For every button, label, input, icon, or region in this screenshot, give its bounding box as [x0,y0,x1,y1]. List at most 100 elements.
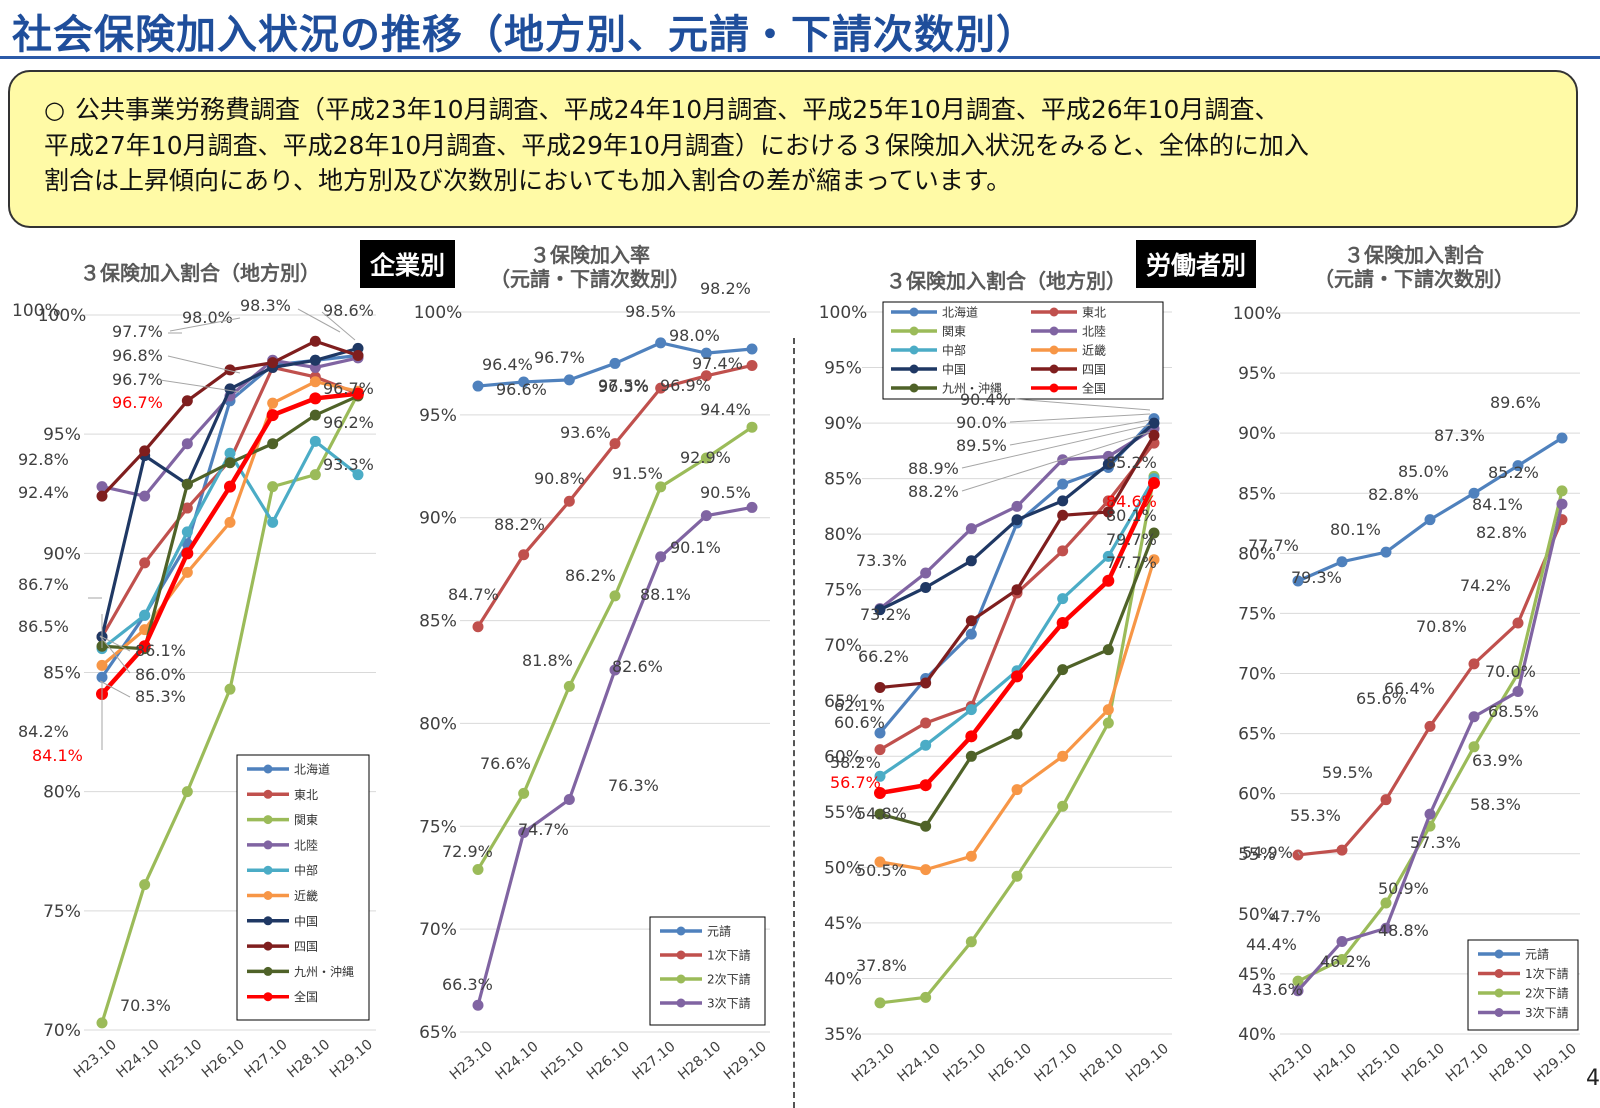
y-tick-label: 100% [38,306,87,326]
data-label: 62.1% [834,696,885,715]
legend-marker [1049,307,1059,317]
legend-label: 3次下請 [707,997,751,1011]
chart-title: ３保険加入割合（地方別） [80,261,320,285]
legend-marker [1049,364,1059,374]
x-tick-label: H26.10 [986,1041,1035,1086]
label-leader [961,424,1151,469]
label-leader [961,431,1151,492]
data-label: 88.2% [908,482,959,501]
y-tick-label: 70% [419,920,457,940]
data-point [1102,495,1114,507]
x-tick-label: H25.10 [940,1041,989,1086]
data-point [1011,500,1023,512]
data-point [563,794,575,806]
data-label: 74.2% [1460,576,1511,595]
x-tick-label: H29.10 [721,1039,770,1084]
data-point [965,628,977,640]
data-label: 96.2% [323,413,374,432]
data-point [920,739,932,751]
data-point [965,523,977,535]
data-point [965,750,977,762]
data-label: 98.6% [323,301,374,320]
data-point [1292,985,1304,997]
data-point [1057,545,1069,557]
data-label: 98.0% [182,308,233,327]
data-point [1148,417,1160,429]
summary-line-3: 割合は上昇傾向にあり、地方別及び次数別においても加入割合の差が縮まっています。 [44,166,1012,195]
y-tick-label: 75% [43,902,81,922]
y-tick-label: 100% [819,303,868,323]
data-point [181,438,193,450]
page-number: 4 [1586,1066,1600,1091]
data-label: 86.0% [135,665,186,684]
legend-label: 2次下請 [1525,987,1569,1001]
legend-label: 九州・沖縄 [942,381,1002,396]
data-label: 58.2% [830,753,881,772]
y-tick-label: 75% [824,581,862,601]
data-point [1057,750,1069,762]
data-point [1512,617,1524,629]
tag-worker: 労働者別 [1136,240,1257,288]
data-point [1380,922,1392,934]
y-tick-label: 85% [1238,484,1276,504]
data-point [655,551,667,563]
data-point [655,337,667,349]
x-tick-label: H23.10 [447,1039,496,1084]
data-label: 77.7% [1248,536,1299,555]
legend-label: 四国 [1082,363,1106,377]
data-label: 50.9% [1378,879,1429,898]
legend-marker [1049,383,1059,393]
data-label: 91.5% [612,464,663,483]
y-tick-label: 65% [1238,725,1276,745]
data-point [1102,550,1114,562]
legend-marker [676,926,686,936]
x-tick-label: H23.10 [71,1037,120,1082]
data-point [563,374,575,386]
data-label: 96.7% [112,370,163,389]
label-leader [1297,851,1301,856]
label-leader [321,311,356,341]
data-point [700,452,712,464]
legend-marker [263,941,273,951]
data-point [96,1017,108,1029]
data-label: 86.7% [18,575,69,594]
legend-marker [1494,969,1504,978]
data-label: 66.2% [858,647,909,666]
data-label: 54.8% [856,804,907,823]
summary-line-1: ○ 公共事業労務費調査（平成23年10月調査、平成24年10月調査、平成25年10… [44,95,1280,124]
data-label: 72.9% [442,842,493,861]
chart-title: （元請・下請次数別） [490,267,690,291]
data-point [139,490,151,502]
data-point [224,480,236,493]
data-point [746,343,758,355]
data-point [267,397,279,409]
data-point [1057,495,1069,507]
data-point [609,357,621,369]
data-point [1468,658,1480,670]
data-point [96,671,108,683]
data-label: 97.4% [692,354,743,373]
data-point [920,864,932,876]
data-label: 47.7% [1270,907,1321,926]
y-tick-label: 50% [1238,905,1276,925]
label-leader [297,308,341,333]
data-point [1424,720,1436,732]
data-point [1102,644,1114,656]
data-point [1512,460,1524,472]
data-point [181,526,193,538]
data-point [965,850,977,862]
data-label: 63.9% [1472,751,1523,770]
y-tick-label: 70% [43,1021,81,1041]
data-point [139,557,151,569]
data-point [609,438,621,450]
data-label: 98.2% [700,279,751,298]
data-point [965,704,977,716]
legend-marker [909,364,919,374]
data-point [96,659,108,671]
data-label: 96.7% [323,379,374,398]
data-point [1102,458,1114,470]
data-point [266,409,279,422]
data-point [1056,617,1069,630]
data-label: 82.8% [1476,523,1527,542]
